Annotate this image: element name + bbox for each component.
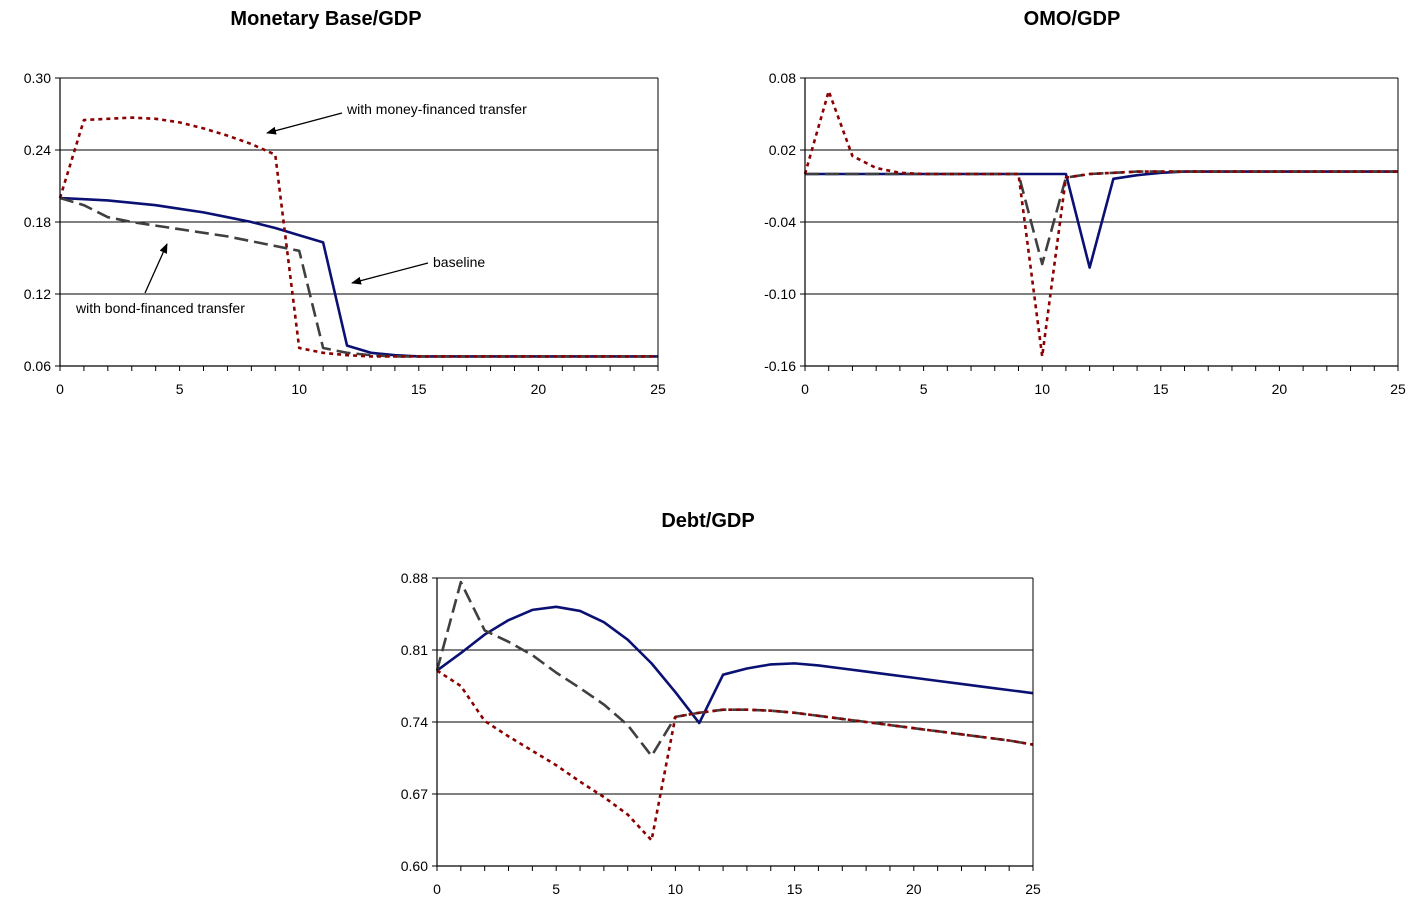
x-tick-label: 25: [650, 381, 666, 397]
series-line-dotted: [436, 669, 1034, 842]
y-tick-label: -0.16: [764, 358, 796, 374]
x-tick-label: 15: [787, 881, 803, 897]
y-tick-label: 0.88: [401, 570, 428, 586]
arrow-bond-financed: [144, 243, 168, 294]
x-tick-label: 10: [291, 381, 307, 397]
x-axis: 0 5 10 15 20 25: [433, 866, 1041, 897]
chart-title: OMO/GDP: [1024, 8, 1121, 30]
y-tick-label: -0.04: [764, 214, 796, 230]
annotation-money-financed: with money-financed transfer: [346, 101, 527, 117]
series-line-dashed: [435, 580, 1034, 758]
x-tick-label: 0: [56, 381, 64, 397]
x-axis: 0 5 10 15 20 25: [56, 366, 666, 397]
series-lines: [58, 116, 658, 358]
x-tick-label: 15: [411, 381, 427, 397]
x-tick-label: 20: [531, 381, 547, 397]
series-line-dashed: [805, 170, 1398, 266]
y-tick-label: 0.06: [24, 358, 51, 374]
y-tick-label: 0.18: [24, 214, 51, 230]
y-axis: -0.16 -0.10 -0.04 0.02 0.08: [764, 70, 805, 374]
annotation-baseline: baseline: [433, 254, 485, 270]
x-tick-label: 5: [920, 381, 928, 397]
x-tick-label: 25: [1025, 881, 1041, 897]
x-tick-label: 5: [176, 381, 184, 397]
x-tick-label: 25: [1390, 381, 1406, 397]
y-tick-label: 0.08: [769, 70, 796, 86]
gridlines: [60, 77, 658, 367]
arrow-baseline: [351, 262, 429, 285]
x-tick-label: 0: [801, 381, 809, 397]
x-tick-label: 10: [1034, 381, 1050, 397]
annotations: with money-financed transfer baseline wi…: [75, 101, 527, 316]
chart-title: Monetary Base/GDP: [230, 8, 421, 30]
y-tick-label: 0.02: [769, 142, 796, 158]
y-axis: 0.60 0.67 0.74 0.81 0.88: [401, 570, 437, 874]
series-line-solid: [805, 170, 1398, 269]
chart-title: Debt/GDP: [661, 510, 754, 532]
x-axis: 0 5 10 15 20 25: [801, 366, 1406, 397]
y-tick-label: 0.12: [24, 286, 51, 302]
series-lines: [803, 89, 1398, 358]
y-tick-label: 0.81: [401, 642, 428, 658]
x-tick-label: 0: [433, 881, 441, 897]
y-tick-label: 0.60: [401, 858, 428, 874]
x-tick-label: 20: [1272, 381, 1288, 397]
x-tick-label: 5: [552, 881, 560, 897]
y-tick-label: 0.30: [24, 70, 51, 86]
y-tick-label: 0.67: [401, 786, 428, 802]
y-axis: 0.06 0.12 0.18 0.24 0.30: [24, 70, 60, 374]
x-tick-label: 10: [668, 881, 684, 897]
annotation-bond-financed: with bond-financed transfer: [75, 300, 245, 316]
arrow-money-financed: [266, 112, 343, 135]
chart-debt-gdp: Debt/GDP 0.60 0.67 0.74 0.81 0.88 0 5 10 15 20 25: [401, 510, 1041, 897]
series-line-dotted: [803, 89, 1398, 358]
series-line-dashed: [59, 196, 658, 358]
y-tick-label: 0.24: [24, 142, 51, 158]
chart-omo-gdp: OMO/GDP -0.16 -0.10 -0.04 0.02 0.08 0 5 10 15 20…: [764, 8, 1406, 397]
series-lines: [435, 580, 1034, 842]
y-tick-label: 0.74: [401, 714, 428, 730]
series-line-dotted: [58, 116, 658, 358]
y-tick-label: -0.10: [764, 286, 796, 302]
gridlines: [437, 577, 1033, 867]
chart-monetary-base-gdp: Monetary Base/GDP 0.06 0.12 0.18 0.24 0.30 0…: [24, 8, 666, 397]
x-tick-label: 15: [1153, 381, 1169, 397]
series-line-solid: [436, 605, 1034, 725]
x-tick-label: 20: [906, 881, 922, 897]
